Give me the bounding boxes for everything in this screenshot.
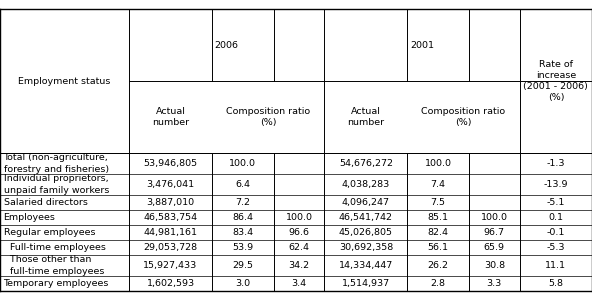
Text: 83.4: 83.4 <box>232 228 253 237</box>
Text: 53,946,805: 53,946,805 <box>143 159 198 168</box>
Text: 3.4: 3.4 <box>291 279 307 288</box>
Text: Actual
number: Actual number <box>348 107 384 127</box>
Text: 85.1: 85.1 <box>427 213 449 222</box>
Text: Employees: Employees <box>4 213 56 222</box>
Text: Full-time employees: Full-time employees <box>4 243 105 252</box>
Text: 96.6: 96.6 <box>288 228 310 237</box>
Text: 82.4: 82.4 <box>427 228 449 237</box>
Text: 2001: 2001 <box>410 40 434 50</box>
Text: 53.9: 53.9 <box>232 243 253 252</box>
Text: 2.8: 2.8 <box>430 279 446 288</box>
Text: 7.2: 7.2 <box>235 198 250 207</box>
Text: 4,038,283: 4,038,283 <box>342 180 390 189</box>
Text: 7.4: 7.4 <box>430 180 446 189</box>
Text: 44,981,161: 44,981,161 <box>143 228 198 237</box>
Text: Total (non-agriculture,
forestry and fisheries): Total (non-agriculture, forestry and fis… <box>4 154 109 174</box>
Text: 15,927,433: 15,927,433 <box>143 261 198 270</box>
Text: Rate of
increase
(2001 - 2006)
(%): Rate of increase (2001 - 2006) (%) <box>523 60 588 102</box>
Text: Individual proprietors,
unpaid family workers: Individual proprietors, unpaid family wo… <box>4 175 109 195</box>
Text: 5.8: 5.8 <box>548 279 564 288</box>
Text: 45,026,805: 45,026,805 <box>339 228 393 237</box>
Text: 3.0: 3.0 <box>235 279 250 288</box>
Text: 100.0: 100.0 <box>481 213 508 222</box>
Text: 34.2: 34.2 <box>288 261 310 270</box>
Text: 14,334,447: 14,334,447 <box>339 261 393 270</box>
Text: 7.5: 7.5 <box>430 198 446 207</box>
Text: 100.0: 100.0 <box>285 213 313 222</box>
Text: 96.7: 96.7 <box>484 228 505 237</box>
Text: 100.0: 100.0 <box>424 159 452 168</box>
Text: 30.8: 30.8 <box>484 261 505 270</box>
Text: 100.0: 100.0 <box>229 159 256 168</box>
Text: 6.4: 6.4 <box>235 180 250 189</box>
Text: Actual
number: Actual number <box>152 107 189 127</box>
Text: 46,541,742: 46,541,742 <box>339 213 393 222</box>
Text: 3,476,041: 3,476,041 <box>146 180 195 189</box>
Text: 2006: 2006 <box>215 40 239 50</box>
Text: -5.1: -5.1 <box>546 198 565 207</box>
Text: 26.2: 26.2 <box>427 261 449 270</box>
Text: 29.5: 29.5 <box>232 261 253 270</box>
Text: 4,096,247: 4,096,247 <box>342 198 390 207</box>
Text: Those other than
  full-time employees: Those other than full-time employees <box>4 256 104 276</box>
Text: 46,583,754: 46,583,754 <box>143 213 198 222</box>
Text: 29,053,728: 29,053,728 <box>143 243 198 252</box>
Text: -13.9: -13.9 <box>543 180 568 189</box>
Text: 0.1: 0.1 <box>548 213 564 222</box>
Text: 65.9: 65.9 <box>484 243 505 252</box>
Text: 1,514,937: 1,514,937 <box>342 279 390 288</box>
Text: 62.4: 62.4 <box>288 243 310 252</box>
Text: 54,676,272: 54,676,272 <box>339 159 393 168</box>
Text: 86.4: 86.4 <box>232 213 253 222</box>
Text: Composition ratio
(%): Composition ratio (%) <box>226 107 310 127</box>
Text: -5.3: -5.3 <box>546 243 565 252</box>
Text: Employment status: Employment status <box>18 76 111 85</box>
Text: -1.3: -1.3 <box>546 159 565 168</box>
Text: 3,887,010: 3,887,010 <box>146 198 195 207</box>
Text: -0.1: -0.1 <box>546 228 565 237</box>
Text: Temporary employees: Temporary employees <box>4 279 109 288</box>
Text: 11.1: 11.1 <box>545 261 567 270</box>
Text: 1,602,593: 1,602,593 <box>146 279 195 288</box>
Text: Salaried directors: Salaried directors <box>4 198 88 207</box>
Text: 30,692,358: 30,692,358 <box>339 243 393 252</box>
Text: Regular employees: Regular employees <box>4 228 95 237</box>
Text: 56.1: 56.1 <box>427 243 449 252</box>
Text: 3.3: 3.3 <box>487 279 502 288</box>
Text: Composition ratio
(%): Composition ratio (%) <box>422 107 506 127</box>
